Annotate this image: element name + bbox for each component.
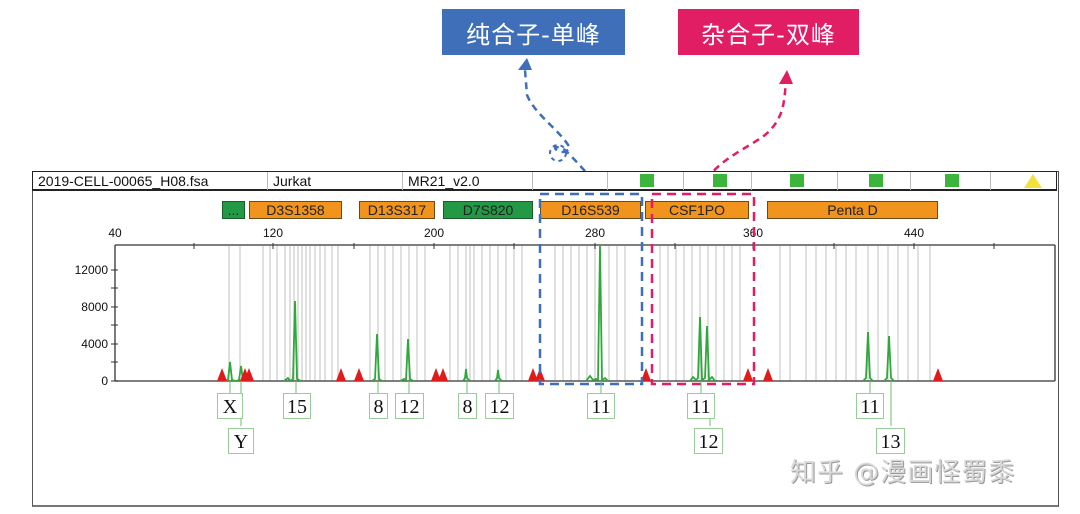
header-cell — [911, 172, 991, 190]
marker-csf1po[interactable]: CSF1PO — [645, 201, 749, 219]
allele-label-y: Y — [228, 428, 254, 454]
status-green-icon — [869, 174, 883, 187]
marker-d7s820[interactable]: D7S820 — [443, 201, 533, 219]
file-name: 2019-CELL-00065_H08.fsa — [33, 172, 268, 190]
x-tick-label: 440 — [903, 226, 925, 240]
header-cell — [608, 172, 684, 190]
marker-d13s317[interactable]: D13S317 — [359, 201, 435, 219]
marker-d16s539[interactable]: D16S539 — [540, 201, 641, 219]
allele-label-penta-d-b: 13 — [876, 428, 905, 454]
y-tick-label: 4000 — [81, 337, 108, 351]
status-green-icon — [790, 174, 804, 187]
x-tick-label: 200 — [423, 226, 445, 240]
kit-name: MR21_v2.0 — [403, 172, 533, 190]
homozygous-callout: 纯合子-单峰 — [442, 9, 625, 55]
y-tick-label: 0 — [101, 374, 108, 388]
allele-label-x: X — [217, 393, 243, 419]
arrowhead-red-icon — [779, 70, 793, 84]
y-tick-label: 12000 — [74, 263, 108, 277]
homozygous-highlight-box — [538, 192, 644, 386]
status-green-icon — [945, 174, 959, 187]
allele-label-d7s820-a: 8 — [458, 393, 477, 419]
x-tick-label: 120 — [262, 226, 284, 240]
allele-label-penta-d-a: 11 — [856, 393, 884, 419]
off-ladder-markers — [217, 368, 943, 381]
allele-label-d7s820-b: 12 — [485, 393, 514, 419]
allele-label-csf1po-a: 11 — [687, 393, 715, 419]
x-tick-label: 40 — [108, 226, 122, 240]
allele-label-d13s317-a: 8 — [369, 393, 388, 419]
heterozygous-callout: 杂合子-双峰 — [678, 9, 859, 55]
allele-label-csf1po-b: 12 — [694, 428, 723, 454]
sample-name: Jurkat — [268, 172, 403, 190]
watermark: 知乎 @漫画怪蜀黍 — [790, 458, 1016, 488]
warning-triangle-icon — [1024, 174, 1042, 188]
allele-label-d3s1358: 15 — [283, 393, 311, 419]
heterozygous-highlight-box — [650, 192, 756, 386]
y-tick-label: 8000 — [81, 300, 108, 314]
header-cell — [533, 172, 608, 190]
peaks — [223, 245, 895, 383]
x-tick-label: 280 — [584, 226, 606, 240]
marker-d3s1358[interactable]: D3S1358 — [249, 201, 342, 219]
header-cell — [752, 172, 838, 190]
status-green-icon — [713, 174, 727, 187]
allele-label-d13s317-b: 12 — [395, 393, 424, 419]
allele-label-d16s539: 11 — [587, 393, 615, 419]
sample-header: 2019-CELL-00065_H08.fsa Jurkat MR21_v2.0 — [32, 171, 1057, 191]
header-cell — [684, 172, 752, 190]
header-cell — [838, 172, 911, 190]
marker-amelogenin[interactable]: ... — [222, 201, 245, 219]
status-green-icon — [640, 174, 654, 187]
marker-penta-d[interactable]: Penta D — [767, 201, 938, 219]
arrowhead-blue-icon — [518, 58, 532, 70]
allele-bins — [228, 246, 931, 381]
